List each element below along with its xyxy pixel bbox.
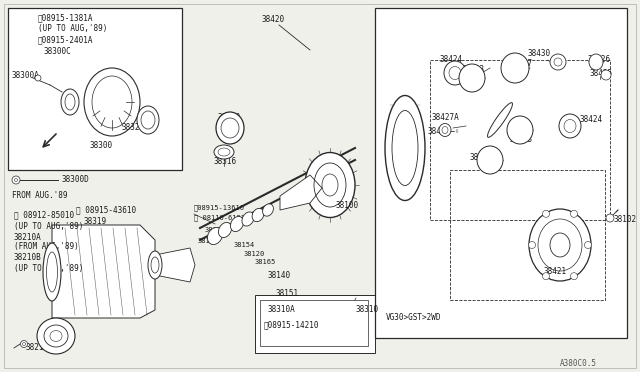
Text: 38151: 38151: [275, 289, 298, 298]
Text: VG30>GST>2WD: VG30>GST>2WD: [386, 314, 442, 323]
Polygon shape: [52, 225, 155, 318]
Ellipse shape: [439, 124, 451, 137]
Text: 38210: 38210: [26, 343, 49, 353]
Text: 38425: 38425: [470, 154, 493, 163]
Text: ⓗ 08912-85010: ⓗ 08912-85010: [14, 211, 74, 219]
Text: 38421: 38421: [543, 267, 566, 276]
Text: Ⓥ08915-14210: Ⓥ08915-14210: [264, 321, 319, 330]
Text: 38300: 38300: [90, 141, 113, 150]
Text: 38154: 38154: [234, 242, 255, 248]
Ellipse shape: [207, 227, 223, 244]
Text: (FROM AUG,'89): (FROM AUG,'89): [14, 243, 79, 251]
Text: 38423: 38423: [462, 65, 485, 74]
Circle shape: [601, 70, 611, 80]
Text: 38426—◦: 38426—◦: [427, 128, 460, 137]
Text: 38424: 38424: [580, 115, 603, 125]
Text: Ⓥ08915-2401A: Ⓥ08915-2401A: [38, 35, 93, 45]
Ellipse shape: [507, 116, 533, 144]
Bar: [450, 170, 605, 300]
Ellipse shape: [230, 217, 244, 231]
Polygon shape: [155, 248, 195, 282]
Text: 38430: 38430: [528, 48, 551, 58]
Ellipse shape: [385, 96, 425, 201]
Circle shape: [543, 210, 550, 217]
Circle shape: [529, 241, 536, 248]
Circle shape: [570, 210, 577, 217]
Ellipse shape: [305, 153, 355, 218]
Polygon shape: [280, 175, 322, 210]
Ellipse shape: [137, 106, 159, 134]
Text: ⓖ 08915-43610: ⓖ 08915-43610: [76, 205, 136, 215]
Text: 38102: 38102: [614, 215, 637, 224]
Text: 38210A: 38210A: [14, 232, 42, 241]
Text: 38165: 38165: [255, 259, 276, 265]
Ellipse shape: [444, 61, 466, 85]
Text: 38316: 38316: [214, 157, 237, 167]
Circle shape: [12, 176, 20, 184]
Ellipse shape: [529, 209, 591, 281]
Bar: [260, 300, 368, 346]
Ellipse shape: [61, 89, 79, 115]
Bar: [430, 60, 610, 220]
Ellipse shape: [218, 222, 232, 238]
Text: 38140: 38140: [267, 272, 290, 280]
Circle shape: [570, 273, 577, 280]
Ellipse shape: [459, 64, 485, 92]
Text: 38420: 38420: [262, 16, 285, 25]
Text: Ⓥ08915-13610: Ⓥ08915-13610: [194, 205, 245, 211]
Text: 38100: 38100: [336, 201, 359, 209]
Circle shape: [543, 273, 550, 280]
Ellipse shape: [477, 146, 503, 174]
Ellipse shape: [214, 145, 234, 159]
Text: (UP TO AUG,'89): (UP TO AUG,'89): [38, 23, 108, 32]
Text: 38125: 38125: [205, 227, 227, 233]
Ellipse shape: [148, 251, 162, 279]
Bar: [375, 8, 627, 338]
Ellipse shape: [216, 112, 244, 144]
Text: 38425: 38425: [590, 68, 613, 77]
Text: ⒱ 08110-61210: ⒱ 08110-61210: [194, 215, 249, 221]
Text: 38426: 38426: [588, 55, 611, 64]
Text: (UP TO AUG,'89): (UP TO AUG,'89): [14, 263, 83, 273]
Text: 38310: 38310: [355, 305, 378, 314]
Text: FROM AUG.'89: FROM AUG.'89: [12, 192, 67, 201]
Text: 38120: 38120: [244, 251, 265, 257]
Text: 38300C: 38300C: [44, 48, 72, 57]
Bar: [8, 8, 182, 170]
Ellipse shape: [559, 114, 581, 138]
Text: 38189: 38189: [198, 238, 220, 244]
Text: 38319: 38319: [84, 217, 107, 225]
Ellipse shape: [43, 243, 61, 301]
Text: Ⓥ08915-1381A: Ⓥ08915-1381A: [38, 13, 93, 22]
Circle shape: [584, 241, 591, 248]
Ellipse shape: [488, 103, 513, 137]
Ellipse shape: [501, 53, 529, 83]
Text: 38424: 38424: [440, 55, 463, 64]
Ellipse shape: [37, 318, 75, 354]
Ellipse shape: [242, 212, 254, 226]
Ellipse shape: [252, 208, 264, 222]
Text: (UP TO AUG,'89): (UP TO AUG,'89): [14, 221, 83, 231]
Circle shape: [20, 340, 28, 347]
Text: 38300D: 38300D: [62, 176, 90, 185]
Text: 38440: 38440: [218, 113, 241, 122]
Text: 38423: 38423: [510, 135, 533, 144]
Ellipse shape: [589, 54, 603, 70]
Text: 38427: 38427: [510, 58, 533, 67]
Text: A380C0.5: A380C0.5: [560, 359, 597, 368]
Text: 38320: 38320: [122, 122, 145, 131]
Bar: [255, 295, 375, 353]
Text: 38427A: 38427A: [432, 113, 460, 122]
Text: 38300A: 38300A: [12, 71, 40, 80]
Circle shape: [606, 214, 614, 222]
Text: 38210B: 38210B: [14, 253, 42, 263]
Text: 38310A: 38310A: [268, 305, 296, 314]
Ellipse shape: [262, 204, 273, 216]
Circle shape: [35, 75, 41, 81]
Ellipse shape: [550, 54, 566, 70]
